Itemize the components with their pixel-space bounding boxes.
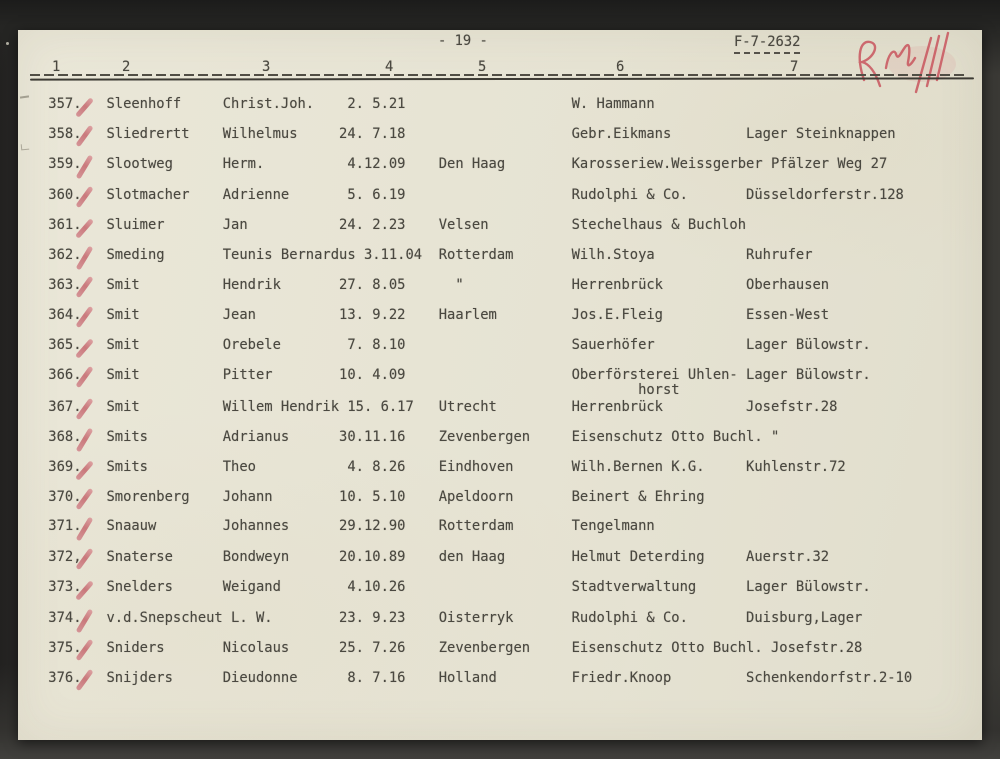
table-row: 358. Sliedrertt Wilhelmus 24. 7.18 Gebr.… [18, 124, 982, 159]
row-text: 371. Snaauw Johannes 29.12.90 Rotterdam … [40, 518, 655, 534]
row-text: 372, Snaterse Bondweyn 20.10.89 den Haag… [40, 549, 830, 565]
table-body: 357. Sleenhoff Christ.Joh. 2. 5.21 W. Ha… [18, 30, 982, 740]
column-header-7: 7 [790, 59, 799, 75]
table-row: 357. Sleenhoff Christ.Joh. 2. 5.21 W. Ha… [18, 97, 982, 129]
row-text: 364. Smit Jean 13. 9.22 Haarlem Jos.E.Fl… [40, 307, 830, 323]
column-header-2: 2 [122, 59, 131, 75]
document-page: - 19 - F-7-2632 1 2 3 4 5 6 7 357. Sleenhoff C… [18, 30, 982, 740]
table-row: 366. Smit Pitter 10. 4.09 Oberförsterei … [18, 365, 982, 400]
table-row: 364. Smit Jean 13. 9.22 Haarlem Jos.E.Fl… [18, 305, 982, 340]
row-text: 360. Slotmacher Adrienne 5. 6.19 Rudolph… [40, 187, 904, 203]
row-text: 373. Snelders Weigand 4.10.26 Stadtverwa… [40, 579, 871, 595]
table-row: 375. Sniders Nicolaus 25. 7.26 Zevenberg… [18, 638, 982, 673]
table-row: 371. Snaauw Johannes 29.12.90 Rotterdam … [18, 516, 982, 551]
header-rule-dashed [30, 74, 968, 76]
table-row: 367. Smit Willem Hendrik 15. 6.17 Utrech… [18, 397, 982, 432]
table-row: 370. Smorenberg Johann 10. 5.10 Apeldoor… [18, 487, 982, 522]
row-text: 367. Smit Willem Hendrik 15. 6.17 Utrech… [40, 399, 838, 415]
column-header-4: 4 [385, 59, 394, 75]
table-row: 369. Smits Theo 4. 8.26 Eindhoven Wilh.B… [18, 460, 982, 492]
handwritten-red-scribble [857, 31, 956, 94]
margin-pencil-mark [20, 143, 30, 151]
table-row: 373. Snelders Weigand 4.10.26 Stadtverwa… [18, 580, 982, 612]
row-text: 358. Sliedrertt Wilhelmus 24. 7.18 Gebr.… [40, 126, 896, 142]
table-row: 359. Slootweg Herm. 4.12.09 Den Haag Kar… [18, 154, 982, 189]
row-text-continuation: horst [40, 382, 680, 398]
table-row: 363. Smit Hendrik 27. 8.05 " Herrenbrück… [18, 275, 982, 310]
table-row: 361. Sluimer Jan 24. 2.23 Velsen Stechel… [18, 218, 982, 250]
column-header-row: 1 2 3 4 5 6 7 [18, 59, 982, 77]
table-row: 365. Smit Orebele 7. 8.10 Sauerhöfer Lag… [18, 338, 982, 370]
table-row: 376. Snijders Dieudonne 8. 7.16 Holland … [18, 668, 982, 703]
table-row: 362. Smeding Teunis Bernardus 3.11.04 Ro… [18, 245, 982, 280]
row-text: 375. Sniders Nicolaus 25. 7.26 Zevenberg… [40, 640, 863, 656]
row-text: 363. Smit Hendrik 27. 8.05 " Herrenbrück… [40, 277, 830, 293]
row-text: 357. Sleenhoff Christ.Joh. 2. 5.21 W. Ha… [40, 96, 655, 112]
table-row: 374. v.d.Snepscheut L. W. 23. 9.23 Oiste… [18, 608, 982, 643]
reference-number: F-7-2632 [734, 34, 801, 54]
table-row: 360. Slotmacher Adrienne 5. 6.19 Rudolph… [18, 185, 982, 220]
column-header-5: 5 [478, 59, 487, 75]
row-text: 376. Snijders Dieudonne 8. 7.16 Holland … [40, 670, 913, 686]
table-row: 368. Smits Adrianus 30.11.16 Zevenbergen… [18, 427, 982, 462]
row-text: 369. Smits Theo 4. 8.26 Eindhoven Wilh.B… [40, 459, 846, 475]
column-header-3: 3 [262, 59, 271, 75]
row-text: 368. Smits Adrianus 30.11.16 Zevenbergen… [40, 429, 780, 445]
row-text: 366. Smit Pitter 10. 4.09 Oberförsterei … [40, 367, 871, 383]
row-text: 370. Smorenberg Johann 10. 5.10 Apeldoor… [40, 489, 705, 505]
row-text: 359. Slootweg Herm. 4.12.09 Den Haag Kar… [40, 156, 888, 172]
table-row: 372, Snaterse Bondweyn 20.10.89 den Haag… [18, 547, 982, 582]
page-number: - 19 - [438, 33, 488, 49]
row-text: 365. Smit Orebele 7. 8.10 Sauerhöfer Lag… [40, 337, 871, 353]
row-text: 361. Sluimer Jan 24. 2.23 Velsen Stechel… [40, 217, 747, 233]
row-text: 374. v.d.Snepscheut L. W. 23. 9.23 Oiste… [40, 610, 863, 626]
column-header-6: 6 [616, 59, 625, 75]
row-text: 362. Smeding Teunis Bernardus 3.11.04 Ro… [40, 247, 813, 263]
dust-speck [6, 42, 9, 45]
column-header-1: 1 [52, 59, 61, 75]
